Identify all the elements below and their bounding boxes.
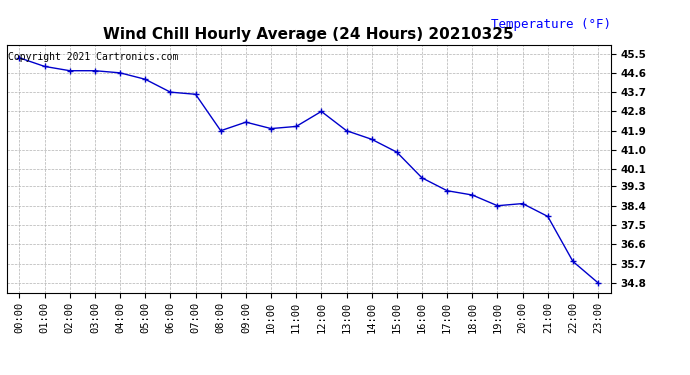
Text: Copyright 2021 Cartronics.com: Copyright 2021 Cartronics.com (8, 53, 179, 62)
Title: Wind Chill Hourly Average (24 Hours) 20210325: Wind Chill Hourly Average (24 Hours) 202… (104, 27, 514, 42)
Text: Temperature (°F): Temperature (°F) (491, 18, 611, 32)
